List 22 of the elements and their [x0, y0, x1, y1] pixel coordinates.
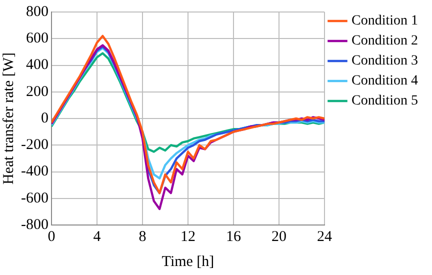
legend-label: Condition 2	[351, 34, 418, 49]
legend-label: Condition 1	[351, 14, 418, 29]
x-tick-label: 24	[316, 228, 332, 245]
x-tick-label: 20	[271, 228, 286, 245]
y-tick-label: -800	[20, 216, 48, 233]
y-tick-label: -600	[20, 190, 48, 206]
y-tick-label: -400	[20, 164, 48, 180]
x-tick-label: 12	[180, 228, 196, 245]
y-tick-label: 200	[26, 84, 48, 100]
x-tick-label: 16	[226, 228, 242, 245]
y-tick-label: 0	[40, 110, 48, 126]
x-axis-title: Time [h]	[162, 254, 214, 270]
y-tick-label: 800	[26, 4, 48, 20]
y-tick-label: 400	[26, 57, 48, 74]
x-tick-label: 8	[138, 228, 146, 245]
x-tick-label: 4	[93, 228, 102, 245]
legend-label: Condition 3	[351, 54, 418, 69]
y-tick-label: -200	[20, 137, 48, 154]
legend-label: Condition 5	[351, 94, 418, 109]
legend-label: Condition 4	[351, 74, 418, 89]
y-axis-title: Heat transfer rate [W]	[0, 52, 17, 184]
y-tick-label: 600	[26, 30, 48, 47]
